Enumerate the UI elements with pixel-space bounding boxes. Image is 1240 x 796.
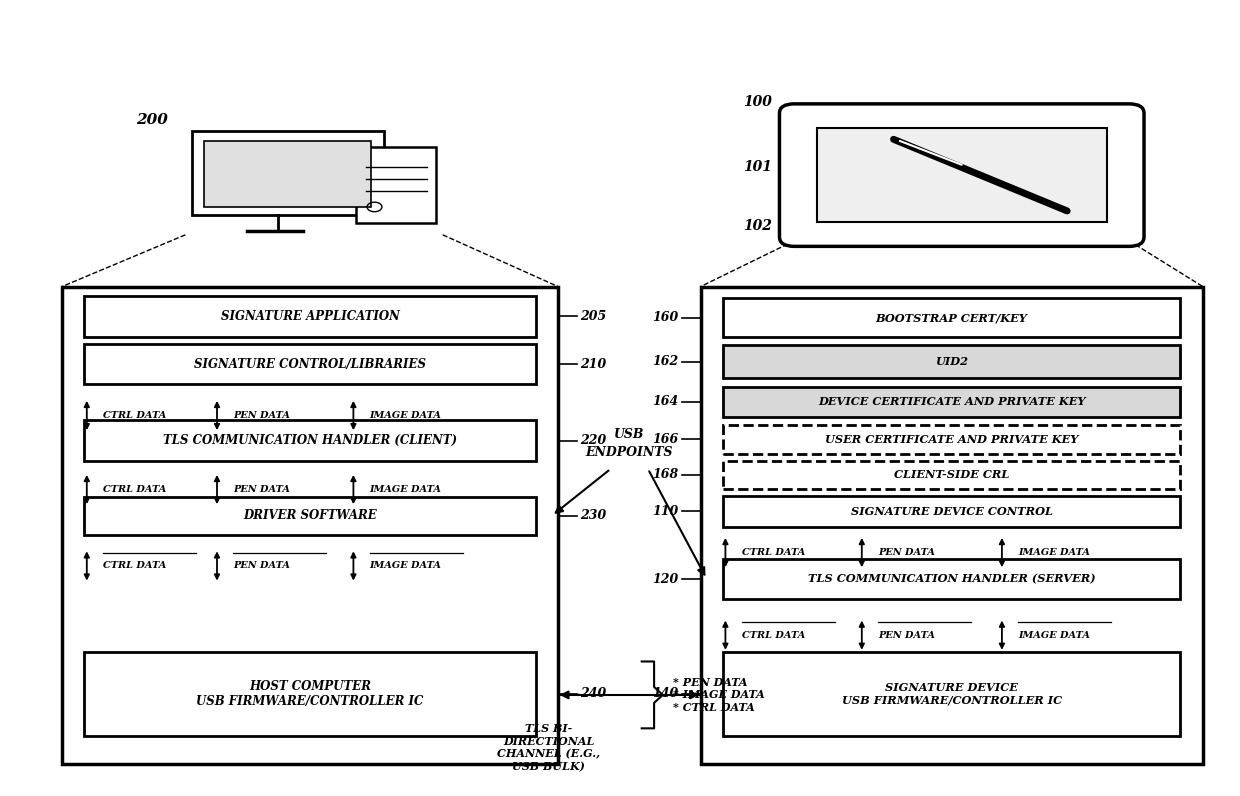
Bar (62, 287, 558, 764)
Text: SIGNATURE CONTROL/LIBRARIES: SIGNATURE CONTROL/LIBRARIES (193, 357, 427, 371)
Text: 210: 210 (580, 357, 606, 371)
Text: PEN DATA: PEN DATA (878, 548, 935, 557)
Bar (723, 298, 1180, 337)
Text: SIGNATURE APPLICATION: SIGNATURE APPLICATION (221, 310, 399, 323)
Text: 102: 102 (743, 219, 773, 233)
Text: IMAGE DATA: IMAGE DATA (370, 411, 441, 420)
Text: ENDPOINTS: ENDPOINTS (585, 447, 673, 459)
FancyBboxPatch shape (780, 104, 1145, 247)
Bar (723, 387, 1180, 417)
Bar (723, 652, 1180, 736)
Text: 110: 110 (652, 505, 678, 517)
Bar (723, 559, 1180, 599)
Bar (356, 147, 436, 223)
Bar (203, 141, 372, 207)
Text: 120: 120 (652, 572, 678, 586)
Text: 101: 101 (743, 160, 773, 174)
Text: TLS COMMUNICATION HANDLER (SERVER): TLS COMMUNICATION HANDLER (SERVER) (808, 574, 1095, 584)
Text: 240: 240 (580, 687, 606, 700)
Text: 230: 230 (580, 509, 606, 522)
Text: TLS BI-
DIRECTIONAL
CHANNEL (E.G.,
USB BULK): TLS BI- DIRECTIONAL CHANNEL (E.G., USB B… (497, 723, 600, 772)
Text: CTRL DATA: CTRL DATA (742, 630, 805, 640)
Text: 164: 164 (652, 396, 678, 408)
Text: PEN DATA: PEN DATA (233, 561, 290, 571)
Text: CTRL DATA: CTRL DATA (103, 411, 166, 420)
Text: CLIENT-SIDE CRL: CLIENT-SIDE CRL (894, 469, 1009, 480)
Text: TLS COMMUNICATION HANDLER (CLIENT): TLS COMMUNICATION HANDLER (CLIENT) (162, 434, 458, 447)
Text: SIGNATURE DEVICE
USB FIRMWARE/CONTROLLER IC: SIGNATURE DEVICE USB FIRMWARE/CONTROLLER… (842, 682, 1061, 705)
Text: PEN DATA: PEN DATA (233, 485, 290, 494)
Text: IMAGE DATA: IMAGE DATA (370, 485, 441, 494)
Bar (84, 497, 536, 535)
Text: PEN DATA: PEN DATA (233, 411, 290, 420)
Bar (723, 345, 1180, 378)
Bar (817, 128, 1107, 222)
Text: CTRL DATA: CTRL DATA (742, 548, 805, 557)
Text: BOOTSTRAP CERT/KEY: BOOTSTRAP CERT/KEY (875, 312, 1028, 323)
Bar (84, 652, 536, 736)
Text: DRIVER SOFTWARE: DRIVER SOFTWARE (243, 509, 377, 522)
Text: USB: USB (614, 428, 645, 441)
Text: 200: 200 (135, 113, 167, 127)
Text: IMAGE DATA: IMAGE DATA (1018, 630, 1090, 640)
Text: IMAGE DATA: IMAGE DATA (370, 561, 441, 571)
Text: HOST COMPUTER
USB FIRMWARE/CONTROLLER IC: HOST COMPUTER USB FIRMWARE/CONTROLLER IC (196, 680, 424, 708)
Bar (723, 496, 1180, 527)
Text: SIGNATURE DEVICE CONTROL: SIGNATURE DEVICE CONTROL (851, 505, 1053, 517)
Bar (84, 296, 536, 337)
Bar (191, 131, 384, 215)
Text: IMAGE DATA: IMAGE DATA (1018, 548, 1090, 557)
Text: * PEN DATA
* IMAGE DATA
* CTRL DATA: * PEN DATA * IMAGE DATA * CTRL DATA (672, 677, 764, 713)
Text: CTRL DATA: CTRL DATA (103, 485, 166, 494)
Text: 168: 168 (652, 468, 678, 482)
Bar (723, 425, 1180, 454)
Text: 162: 162 (652, 355, 678, 368)
Bar (701, 287, 1203, 764)
Text: 160: 160 (652, 311, 678, 324)
Text: 220: 220 (580, 434, 606, 447)
Bar (84, 420, 536, 461)
Text: DEVICE CERTIFICATE AND PRIVATE KEY: DEVICE CERTIFICATE AND PRIVATE KEY (818, 396, 1085, 408)
Text: 205: 205 (580, 310, 606, 323)
Text: CTRL DATA: CTRL DATA (103, 561, 166, 571)
Text: UID2: UID2 (935, 356, 968, 367)
Text: PEN DATA: PEN DATA (878, 630, 935, 640)
Text: 140: 140 (652, 687, 678, 700)
Bar (723, 461, 1180, 489)
Text: USER CERTIFICATE AND PRIVATE KEY: USER CERTIFICATE AND PRIVATE KEY (825, 434, 1079, 445)
Bar (84, 344, 536, 384)
Text: 100: 100 (743, 96, 773, 109)
Text: 166: 166 (652, 433, 678, 446)
